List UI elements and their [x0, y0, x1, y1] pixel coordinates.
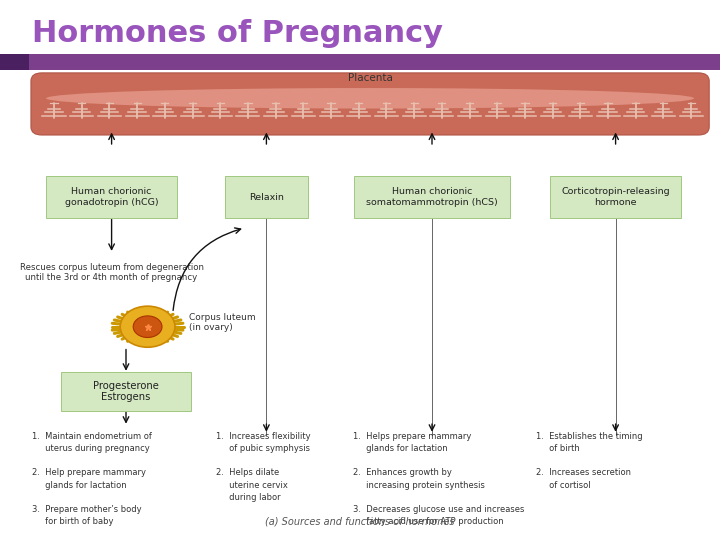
FancyBboxPatch shape [550, 176, 681, 218]
Text: Placenta: Placenta [348, 73, 392, 83]
Text: Relaxin: Relaxin [249, 193, 284, 201]
Text: 1.  Maintain endometrium of
     uterus during pregnancy

2.  Help prepare mamma: 1. Maintain endometrium of uterus during… [32, 432, 152, 526]
Circle shape [133, 316, 162, 338]
Text: Human chorionic
somatomammotropin (hCS): Human chorionic somatomammotropin (hCS) [366, 187, 498, 207]
FancyBboxPatch shape [354, 176, 510, 218]
Circle shape [120, 306, 175, 347]
Text: Rescues corpus luteum from degeneration
until the 3rd or 4th month of pregnancy: Rescues corpus luteum from degeneration … [19, 263, 204, 282]
Text: 1.  Increases flexibility
     of pubic symphysis

2.  Helps dilate
     uterine: 1. Increases flexibility of pubic symphy… [216, 432, 310, 502]
Text: 1.  Establishes the timing
     of birth

2.  Increases secretion
     of cortis: 1. Establishes the timing of birth 2. In… [536, 432, 643, 490]
FancyBboxPatch shape [225, 176, 308, 218]
FancyBboxPatch shape [46, 176, 177, 218]
Text: Human chorionic
gonadotropin (hCG): Human chorionic gonadotropin (hCG) [65, 187, 158, 207]
Text: Corticotropin-releasing
hormone: Corticotropin-releasing hormone [562, 187, 670, 207]
Text: Hormones of Pregnancy: Hormones of Pregnancy [32, 19, 444, 48]
FancyBboxPatch shape [31, 73, 709, 135]
Bar [0, 54, 720, 70]
Bar [0, 54, 29, 70]
Text: (a) Sources and functions of hormones: (a) Sources and functions of hormones [265, 516, 455, 526]
Text: Corpus luteum
(in ovary): Corpus luteum (in ovary) [189, 313, 256, 332]
Text: 1.  Helps prepare mammary
     glands for lactation

2.  Enhances growth by
    : 1. Helps prepare mammary glands for lact… [353, 432, 524, 526]
Ellipse shape [46, 88, 694, 109]
Bar [40, 76, 702, 130]
Text: Progesterone
Estrogens: Progesterone Estrogens [93, 381, 159, 402]
FancyBboxPatch shape [60, 373, 191, 410]
